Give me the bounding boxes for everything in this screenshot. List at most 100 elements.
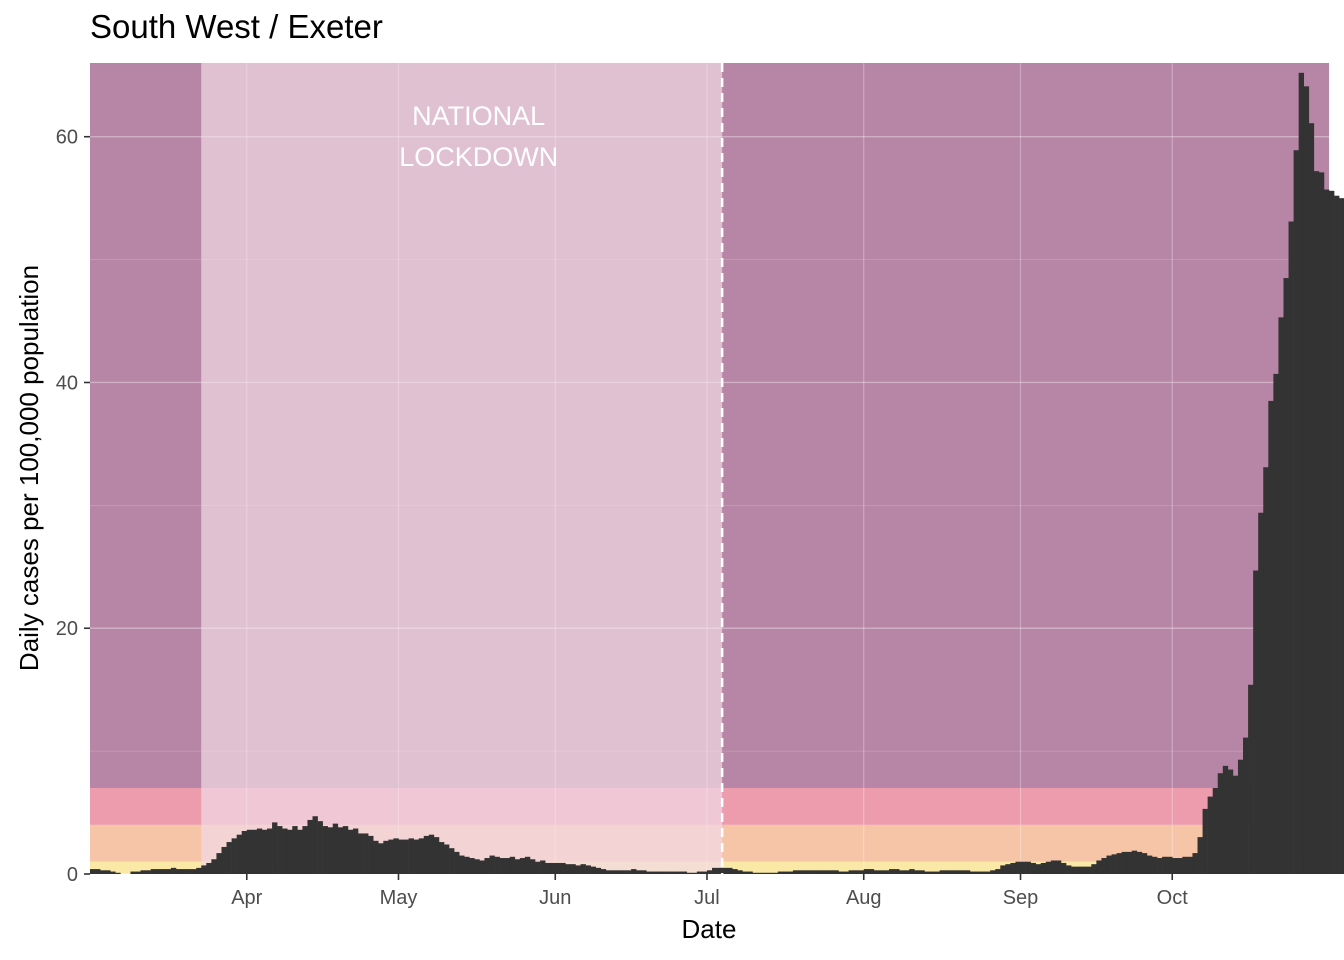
bar <box>332 823 339 874</box>
bar <box>514 859 521 874</box>
bar <box>570 864 576 874</box>
bar <box>484 858 490 874</box>
bar <box>959 870 966 874</box>
bar <box>1055 860 1062 874</box>
bar <box>717 867 723 874</box>
bar <box>555 862 561 874</box>
bar <box>423 835 430 874</box>
bar <box>848 870 854 874</box>
bar <box>1146 855 1153 874</box>
bar <box>287 829 293 874</box>
y-axis-title: Daily cases per 100,000 population <box>14 265 44 671</box>
bar <box>818 870 824 874</box>
bar <box>256 828 263 874</box>
bar <box>934 871 940 874</box>
bar <box>615 870 622 874</box>
bar <box>337 827 344 874</box>
bar <box>1116 853 1122 874</box>
bar <box>954 870 961 874</box>
bar <box>813 870 819 874</box>
bar <box>529 859 536 874</box>
bar <box>1237 759 1244 874</box>
bar <box>595 867 602 874</box>
bar <box>798 870 804 874</box>
bar <box>838 871 844 874</box>
bar <box>479 860 485 874</box>
bar <box>438 842 445 874</box>
bar <box>863 869 870 874</box>
bar <box>1182 856 1188 874</box>
bar <box>1187 856 1193 874</box>
bar <box>474 859 480 874</box>
bar <box>899 870 905 874</box>
bar <box>261 829 268 874</box>
bar <box>964 870 971 874</box>
bar <box>706 870 713 874</box>
bar <box>894 869 900 874</box>
bar <box>565 864 571 874</box>
bar <box>170 867 177 874</box>
bar <box>590 866 597 874</box>
chart-title: South West / Exeter <box>90 8 383 45</box>
bar <box>676 871 682 874</box>
bar <box>1141 853 1148 874</box>
bar <box>560 862 566 874</box>
bar <box>975 871 981 874</box>
bar <box>995 869 1001 874</box>
bar <box>155 869 162 874</box>
y-tick-label: 60 <box>56 127 78 149</box>
x-tick-label: Aug <box>846 887 882 909</box>
bar <box>135 871 141 874</box>
lockdown-overlay <box>201 63 723 874</box>
bar <box>464 856 470 874</box>
bar <box>757 872 763 874</box>
bar <box>656 871 662 874</box>
bar <box>666 871 672 874</box>
bar <box>216 853 222 874</box>
bar <box>1268 400 1274 874</box>
bar <box>600 869 607 874</box>
bar <box>297 829 303 874</box>
bar <box>777 871 784 874</box>
bar <box>575 865 581 874</box>
bar <box>1197 837 1203 874</box>
bar <box>843 871 849 874</box>
bar <box>535 861 541 874</box>
bar <box>403 839 409 874</box>
bar <box>737 870 743 874</box>
bar <box>985 871 991 874</box>
bar <box>742 871 748 874</box>
bar <box>373 840 379 874</box>
bar <box>342 826 349 874</box>
bar <box>312 816 318 874</box>
bar <box>1045 861 1052 874</box>
bar <box>1060 862 1067 874</box>
bar <box>762 872 768 874</box>
bar <box>383 840 389 874</box>
bar <box>1066 865 1072 874</box>
bar <box>494 856 500 874</box>
bar <box>944 870 951 874</box>
bar <box>858 870 865 874</box>
bar <box>696 871 703 874</box>
bar <box>1040 862 1047 874</box>
bar <box>1131 850 1138 874</box>
bar <box>201 865 207 874</box>
bar <box>363 833 369 874</box>
bar <box>433 837 440 874</box>
bar <box>929 871 935 874</box>
bar <box>524 856 531 874</box>
bar <box>803 870 809 874</box>
bar <box>939 870 945 874</box>
bar <box>322 826 328 874</box>
bar <box>428 834 435 874</box>
bar <box>772 872 779 874</box>
bar <box>267 828 273 874</box>
bar <box>347 829 354 874</box>
bar <box>1273 373 1279 874</box>
bar <box>904 870 910 874</box>
lockdown-label: NATIONAL LOCKDOWN <box>399 101 558 172</box>
y-tick-label: 0 <box>67 864 78 886</box>
bar <box>145 870 151 874</box>
bar <box>823 870 829 874</box>
